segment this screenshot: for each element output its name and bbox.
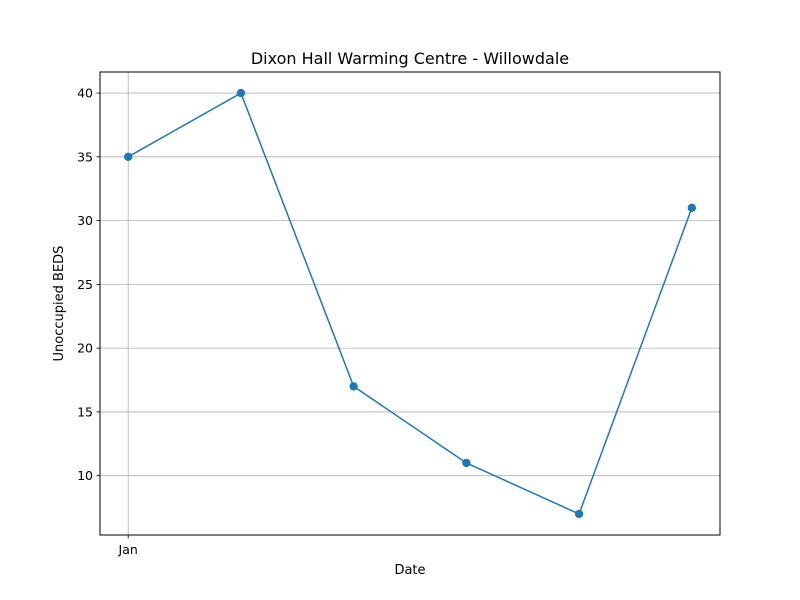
data-point: [236, 88, 246, 98]
series-layer: [123, 88, 697, 519]
y-tick-label: 10: [77, 468, 93, 483]
series-line: [127, 91, 693, 515]
y-axis-label: Unoccupied BEDS: [52, 246, 67, 362]
grid: [100, 72, 720, 535]
chart-title: Dixon Hall Warming Centre - Willowdale: [251, 49, 569, 68]
y-tick-label: 25: [77, 277, 93, 292]
x-axis-label: Date: [394, 563, 425, 578]
y-tick-label: 30: [77, 213, 93, 228]
plot-area-frame: [99, 71, 721, 536]
y-tick-label: 20: [77, 341, 93, 356]
y-tick-label: 40: [77, 86, 93, 101]
x-axis-ticks: Jan: [118, 535, 138, 557]
data-point: [123, 152, 133, 162]
y-axis-ticks: 10 15 20 25 30 35 40: [77, 86, 100, 483]
y-tick-label: 35: [77, 149, 93, 164]
y-tick-label: 15: [77, 404, 93, 419]
x-tick-label: Jan: [118, 542, 138, 557]
data-point: [574, 509, 584, 519]
data-point: [462, 458, 471, 468]
data-point: [349, 382, 358, 391]
data-point: [687, 203, 697, 213]
